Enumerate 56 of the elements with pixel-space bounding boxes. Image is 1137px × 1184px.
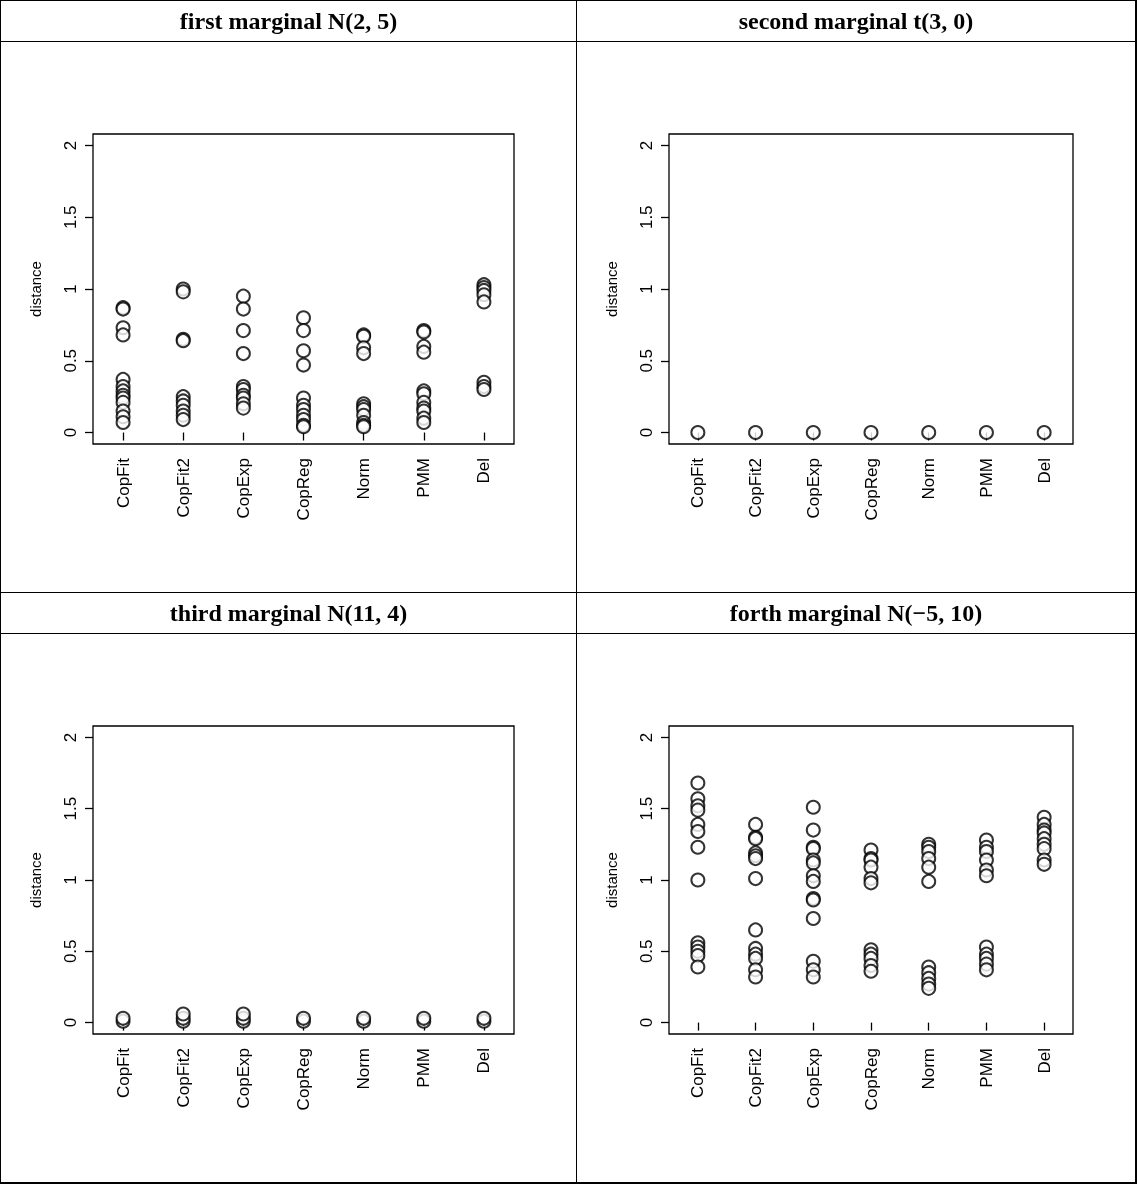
x-tick-label: CopReg bbox=[294, 458, 313, 521]
x-tick-label: CopFit bbox=[113, 457, 133, 509]
y-tick-label: 0 bbox=[637, 1017, 656, 1028]
y-tick-label: 1.5 bbox=[637, 205, 656, 230]
x-tick-label: Del bbox=[474, 1048, 494, 1074]
y-tick-label: 1 bbox=[637, 875, 656, 885]
chart-title: forth marginal N(−5, 10) bbox=[577, 593, 1135, 634]
y-tick-label: 0.5 bbox=[61, 939, 80, 964]
x-tick-label: CopExp bbox=[233, 1048, 253, 1109]
y-tick-label: 2 bbox=[61, 732, 80, 743]
y-tick-label: 1.5 bbox=[637, 796, 656, 821]
x-tick-label: PMM bbox=[414, 458, 434, 498]
y-axis-title: distance bbox=[603, 852, 620, 908]
y-tick-label: 2 bbox=[61, 140, 80, 151]
x-tick-label: Norm bbox=[354, 458, 374, 500]
x-tick-label: CopExp bbox=[803, 1048, 823, 1109]
y-tick-label: 0 bbox=[61, 1017, 80, 1028]
y-tick-label: 1 bbox=[61, 284, 80, 294]
x-tick-label: Norm bbox=[919, 458, 939, 500]
y-axis-title: distance bbox=[27, 852, 44, 908]
y-tick-label: 1 bbox=[61, 875, 80, 885]
x-tick-label: Del bbox=[474, 458, 494, 484]
x-tick-label: CopFit2 bbox=[173, 458, 193, 518]
x-tick-label: CopExp bbox=[233, 458, 253, 519]
x-tick-label: CopExp bbox=[803, 458, 823, 519]
y-tick-label: 1.5 bbox=[61, 796, 80, 821]
x-tick-label: Del bbox=[1034, 1048, 1054, 1074]
chart-title: second marginal t(3, 0) bbox=[577, 1, 1135, 42]
x-tick-label: CopReg bbox=[294, 1048, 313, 1111]
x-tick-label: CopFit bbox=[688, 1047, 708, 1099]
y-tick-label: 2 bbox=[637, 140, 656, 151]
x-tick-label: CopFit2 bbox=[173, 1048, 193, 1108]
y-tick-label: 1.5 bbox=[61, 205, 80, 230]
y-tick-label: 1 bbox=[637, 284, 656, 294]
x-tick-label: PMM bbox=[976, 458, 996, 498]
x-tick-label: CopFit bbox=[688, 457, 708, 509]
chart-title: third marginal N(11, 4) bbox=[1, 593, 576, 634]
x-tick-label: CopFit bbox=[113, 1047, 133, 1099]
x-tick-label: CopReg bbox=[861, 1048, 881, 1111]
x-tick-label: CopFit2 bbox=[746, 458, 766, 518]
x-tick-label: CopFit2 bbox=[746, 1048, 766, 1108]
x-tick-label: Norm bbox=[354, 1048, 374, 1090]
y-axis-title: distance bbox=[603, 261, 620, 317]
x-tick-label: PMM bbox=[976, 1048, 996, 1088]
y-tick-label: 2 bbox=[637, 732, 656, 743]
x-tick-label: PMM bbox=[414, 1048, 434, 1088]
x-tick-label: Del bbox=[1034, 458, 1054, 484]
x-tick-label: Norm bbox=[919, 1048, 939, 1090]
y-tick-label: 0.5 bbox=[61, 348, 80, 373]
y-tick-label: 0 bbox=[61, 427, 80, 438]
y-axis-title: distance bbox=[27, 261, 44, 317]
y-tick-label: 0 bbox=[637, 427, 656, 438]
x-tick-label: CopReg bbox=[861, 458, 881, 521]
y-tick-label: 0.5 bbox=[637, 348, 656, 373]
chart-title: first marginal N(2, 5) bbox=[1, 1, 576, 42]
y-tick-label: 0.5 bbox=[637, 939, 656, 964]
